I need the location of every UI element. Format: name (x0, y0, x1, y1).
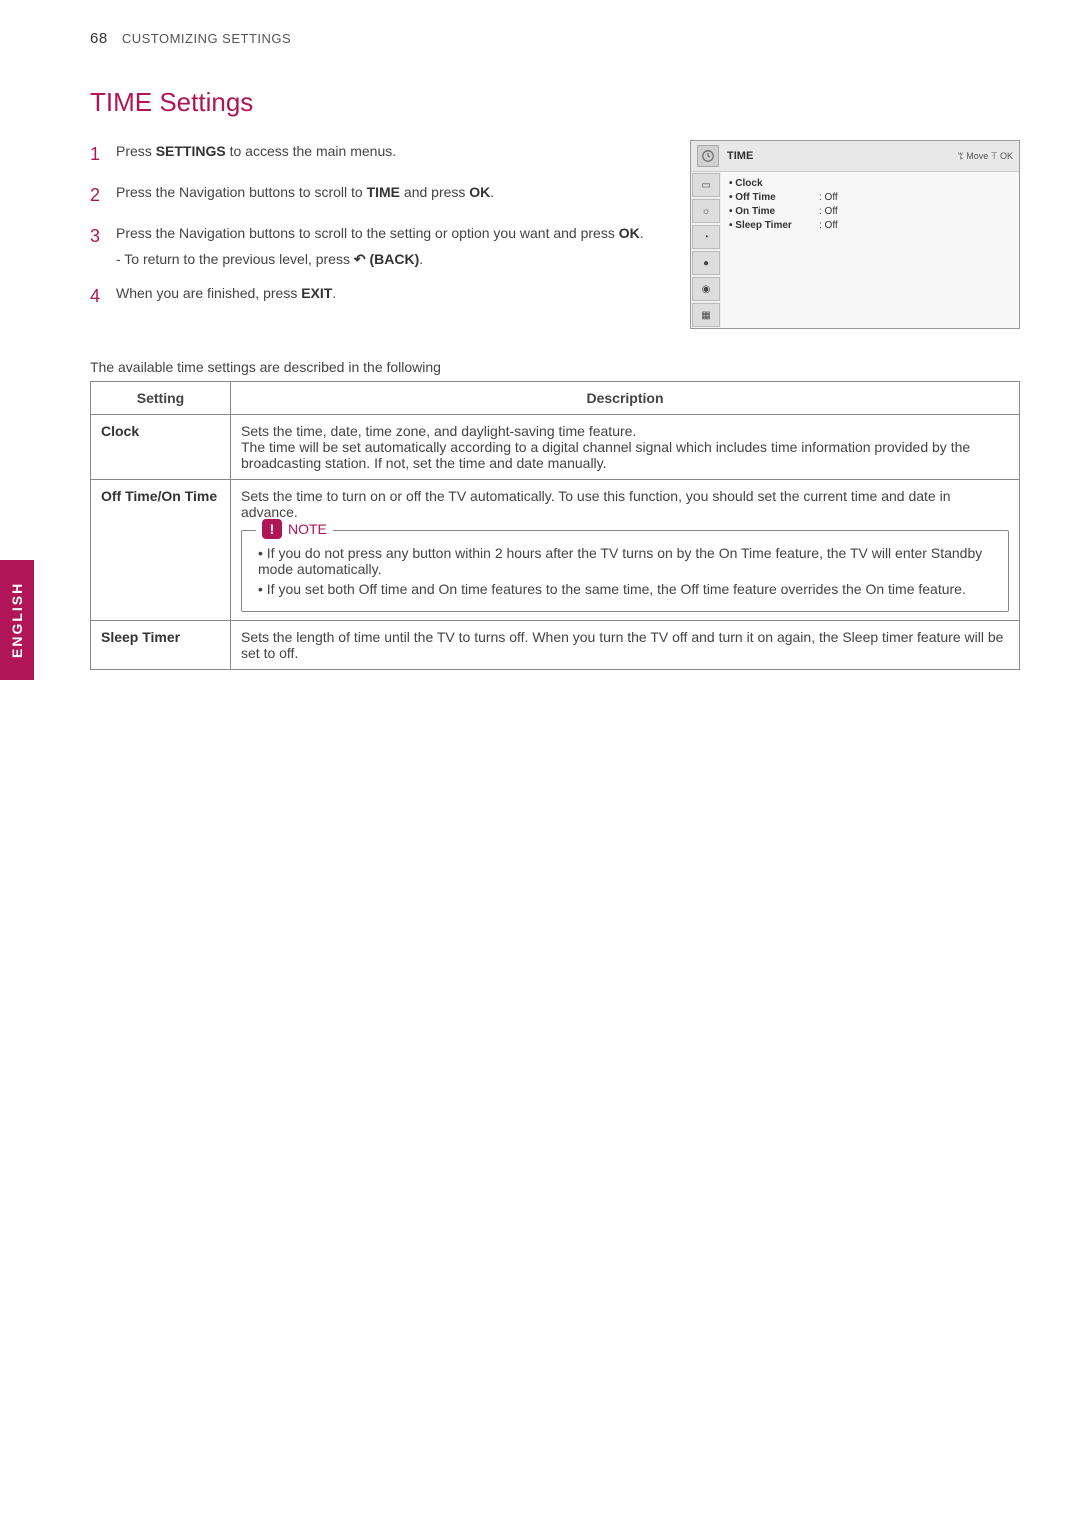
note-icon: ! (262, 519, 282, 539)
step-2: 2 Press the Navigation buttons to scroll… (90, 181, 670, 210)
settings-table: Setting Description Clock Sets the time,… (90, 381, 1020, 670)
back-icon: ↶ (354, 251, 366, 267)
step-bold: SETTINGS (156, 143, 226, 159)
mini-content: Clock Off Time: Off On Time: Off Sleep T… (721, 172, 1019, 328)
step-text: . (490, 184, 494, 200)
clock-icon (697, 145, 719, 167)
step-text: When you are finished, press (116, 285, 301, 301)
table-row: Off Time/On Time Sets the time to turn o… (91, 480, 1020, 621)
step-bold: OK (469, 184, 490, 200)
step-number: 2 (90, 181, 104, 210)
audio-icon: ☼ (692, 199, 720, 223)
lock-icon: ● (692, 251, 720, 275)
mini-row-value: : Off (819, 206, 838, 217)
step-text: . (332, 285, 336, 301)
step-bold: EXIT (301, 285, 332, 301)
setting-name: Off Time/On Time (91, 480, 231, 621)
mini-row-value: : Off (819, 220, 838, 231)
step-text: to access the main menus. (226, 143, 396, 159)
step-text: . (640, 225, 644, 241)
step-bold: TIME (367, 184, 400, 200)
picture-icon: ▭ (692, 173, 720, 197)
step-text: and press (400, 184, 469, 200)
step-bold: OK (619, 225, 640, 241)
table-row: Sleep Timer Sets the length of time unti… (91, 621, 1020, 670)
note-item: If you set both Off time and On time fea… (258, 581, 996, 597)
step-number: 1 (90, 140, 104, 169)
setting-description: Sets the length of time until the TV to … (231, 621, 1020, 670)
step-text: Press the Navigation buttons to scroll t… (116, 225, 619, 241)
step-sub-text: - To return to the previous level, press (116, 251, 354, 267)
step-sub-bold: (BACK) (366, 251, 420, 267)
time-menu-preview: TIME ꔂ Move ꔉ OK ▭ ☼ ◔ ● ◉ ▦ Clock Off T… (690, 140, 1020, 329)
note-label-text: NOTE (288, 521, 327, 537)
step-number: 4 (90, 282, 104, 311)
step-text: Press the Navigation buttons to scroll t… (116, 184, 367, 200)
setting-description-text: Sets the time to turn on or off the TV a… (241, 488, 950, 520)
setting-name: Clock (91, 415, 231, 480)
table-intro: The available time settings are describe… (90, 359, 1020, 375)
step-3: 3 Press the Navigation buttons to scroll… (90, 222, 670, 271)
mini-controls-hint: ꔂ Move ꔉ OK (958, 151, 1013, 162)
step-number: 3 (90, 222, 104, 271)
language-tab: ENGLISH (0, 560, 34, 680)
note-item: If you do not press any button within 2 … (258, 545, 996, 577)
step-text: Press (116, 143, 156, 159)
mini-row-label: Sleep Timer (729, 220, 819, 231)
page-header: 68 CUSTOMIZING SETTINGS (90, 30, 1020, 47)
note-box: ! NOTE If you do not press any button wi… (241, 530, 1009, 612)
step-4: 4 When you are finished, press EXIT. (90, 282, 670, 311)
mini-row-label: On Time (729, 206, 819, 217)
setting-name: Sleep Timer (91, 621, 231, 670)
setting-description: Sets the time to turn on or off the TV a… (231, 480, 1020, 621)
page-number: 68 (90, 30, 108, 47)
mini-row-label: Clock (729, 178, 819, 189)
mini-row-value: : Off (819, 192, 838, 203)
steps-list: 1 Press SETTINGS to access the main menu… (90, 140, 670, 329)
step-sub-text: . (419, 251, 423, 267)
option-icon: ◉ (692, 277, 720, 301)
table-header-setting: Setting (91, 382, 231, 415)
header-section: CUSTOMIZING SETTINGS (122, 31, 291, 46)
step-1: 1 Press SETTINGS to access the main menu… (90, 140, 670, 169)
mini-sidebar: ▭ ☼ ◔ ● ◉ ▦ (691, 172, 721, 328)
mini-row-label: Off Time (729, 192, 819, 203)
section-title: TIME Settings (90, 87, 1020, 118)
table-header-description: Description (231, 382, 1020, 415)
mini-title: TIME (727, 150, 958, 162)
table-row: Clock Sets the time, date, time zone, an… (91, 415, 1020, 480)
input-icon: ▦ (692, 303, 720, 327)
time-icon: ◔ (692, 225, 720, 249)
setting-description: Sets the time, date, time zone, and dayl… (231, 415, 1020, 480)
